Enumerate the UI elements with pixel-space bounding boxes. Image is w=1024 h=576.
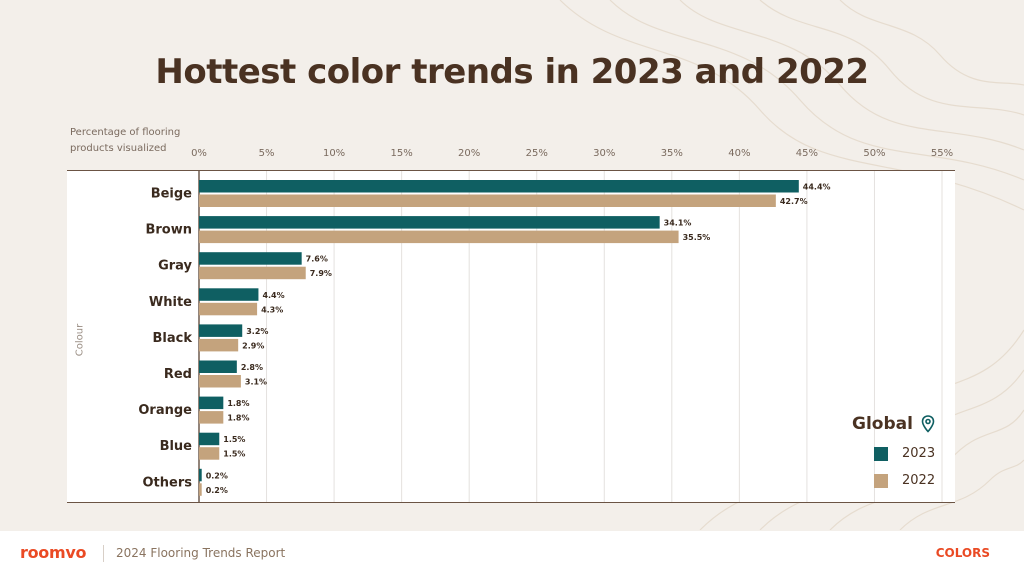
data-label: 7.6% xyxy=(306,255,328,264)
x-tick-label: 25% xyxy=(525,148,548,159)
category-label: Gray xyxy=(158,259,192,274)
category-label: Black xyxy=(153,331,193,346)
category-label: Beige xyxy=(151,187,192,202)
legend-title-text: Global xyxy=(852,414,913,434)
bar-2022 xyxy=(199,302,258,316)
data-label: 44.4% xyxy=(803,183,831,192)
x-tick-label: 45% xyxy=(795,148,819,159)
bar-chart: Beige 44.4% 42.7% Brown 34.1% 35.5% Gray 7.6% 7.… xyxy=(138,171,943,502)
x-axis-ticks: 0% 5% 10% 15% 20% 25% 30% 35% 40% 45% 50% 55% xyxy=(0,148,1024,162)
bar-2022 xyxy=(199,338,239,352)
data-label: 4.4% xyxy=(262,291,284,300)
category-label: White xyxy=(149,295,192,310)
x-tick-label: 50% xyxy=(863,148,886,159)
legend: Global 2023 2022 xyxy=(852,414,952,488)
x-tick-label: 0% xyxy=(191,148,207,159)
bar-2022 xyxy=(199,194,776,207)
legend-swatch-2023 xyxy=(874,446,888,461)
data-label: 7.9% xyxy=(310,269,332,278)
legend-item-2023: 2023 xyxy=(852,446,952,461)
legend-swatch-2022 xyxy=(874,473,888,488)
report-title: 2024 Flooring Trends Report xyxy=(116,546,286,560)
data-label: 42.7% xyxy=(780,197,808,206)
x-tick-label: 10% xyxy=(322,148,346,159)
data-label: 1.8% xyxy=(227,414,249,423)
location-pin-icon xyxy=(921,415,935,433)
data-label: 2.8% xyxy=(241,363,263,372)
bar-2023 xyxy=(199,216,660,229)
bar-2023 xyxy=(199,360,237,373)
x-tick-label: 35% xyxy=(660,148,683,159)
data-label: 3.2% xyxy=(246,327,268,336)
data-label: 1.5% xyxy=(223,450,245,459)
bar-2023 xyxy=(199,252,302,265)
footer-divider xyxy=(103,545,104,562)
data-label: 35.5% xyxy=(683,233,711,242)
data-label: 1.8% xyxy=(227,399,249,408)
bar-2023 xyxy=(199,180,799,193)
data-label: 2.9% xyxy=(242,341,264,350)
legend-label-2023: 2023 xyxy=(902,446,936,461)
category-label: Others xyxy=(143,475,193,490)
bar-2022 xyxy=(199,230,679,244)
data-label: 4.3% xyxy=(261,305,283,314)
bar-2022 xyxy=(199,266,306,280)
bar-2022 xyxy=(199,483,202,496)
x-tick-label: 20% xyxy=(458,148,481,159)
y-axis-label: Colour xyxy=(74,323,86,357)
bar-2023 xyxy=(199,396,224,410)
x-tick-label: 5% xyxy=(258,148,275,159)
category-label: Brown xyxy=(145,223,192,238)
bar-2023 xyxy=(199,468,202,482)
bar-2022 xyxy=(199,447,220,460)
x-tick-label: 55% xyxy=(930,148,954,159)
section-label: COLORS xyxy=(935,546,990,560)
footer: roomvo 2024 Flooring Trends Report COLOR… xyxy=(0,531,1024,576)
bar-2022 xyxy=(199,375,241,388)
category-label: Blue xyxy=(160,439,193,454)
bar-2023 xyxy=(199,432,220,446)
legend-title: Global xyxy=(852,414,952,434)
data-label: 0.2% xyxy=(206,471,228,480)
category-label: Red xyxy=(164,367,192,382)
x-tick-label: 15% xyxy=(390,148,413,159)
legend-item-2022: 2022 xyxy=(852,473,952,488)
data-label: 0.2% xyxy=(206,486,228,495)
chart-title: Hottest color trends in 2023 and 2022 xyxy=(155,52,869,92)
bar-2023 xyxy=(199,324,243,337)
data-label: 3.1% xyxy=(245,378,267,387)
x-tick-label: 30% xyxy=(593,148,616,159)
chart-panel: Beige 44.4% 42.7% Brown 34.1% 35.5% Gray 7.6% 7.… xyxy=(67,170,955,503)
data-label: 1.5% xyxy=(223,435,245,444)
legend-label-2022: 2022 xyxy=(902,473,936,488)
bar-2023 xyxy=(199,288,259,301)
x-axis-label: Percentage of flooring products visualiz… xyxy=(70,127,181,154)
bar-2022 xyxy=(199,411,224,424)
x-tick-label: 40% xyxy=(728,148,751,159)
category-label: Orange xyxy=(138,403,192,418)
brand-logo: roomvo xyxy=(20,543,87,562)
data-label: 34.1% xyxy=(664,219,692,228)
